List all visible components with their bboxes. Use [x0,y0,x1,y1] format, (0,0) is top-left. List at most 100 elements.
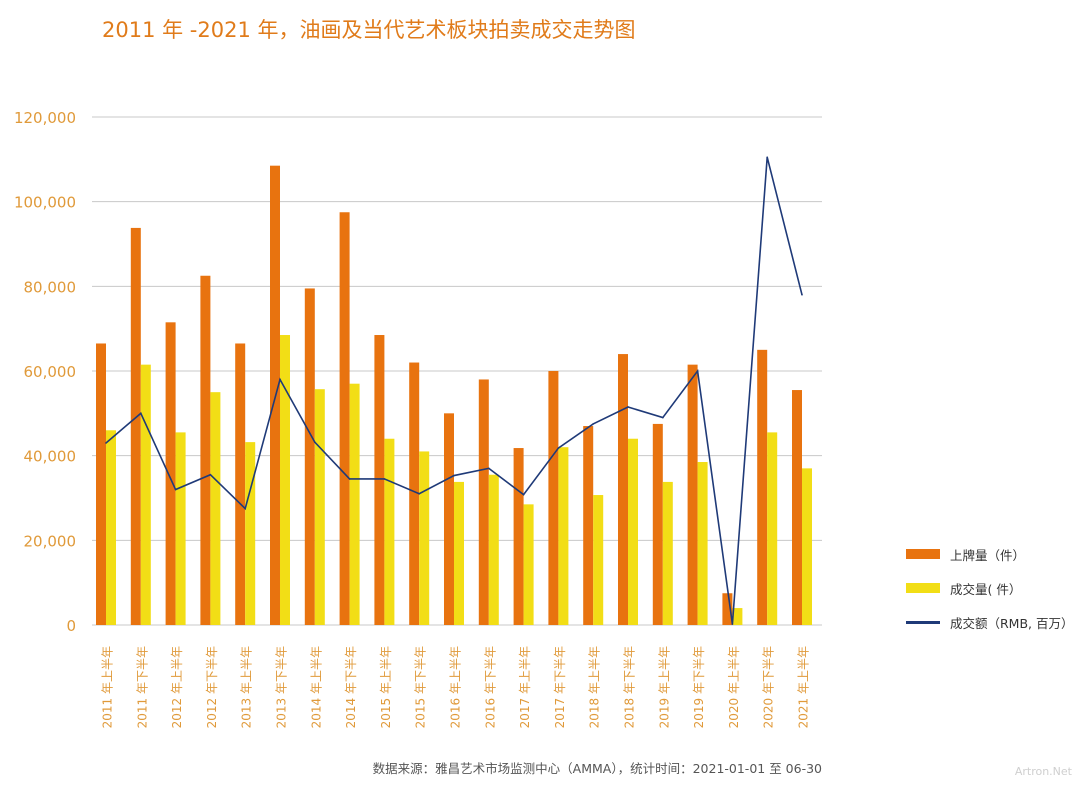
bar-listed [548,371,559,625]
turnover-point [627,406,629,408]
turnover-point [105,442,107,444]
bar-sold [558,447,569,625]
bar-sold [175,432,186,625]
bar-listed [96,343,106,625]
turnover-point [522,493,525,496]
x-axis: 2011 年上半年 2011 年下半年 2012 年上半年 2012 年下半年 2013… [101,646,811,728]
bar-sold [419,451,430,625]
bar-listed [130,227,141,625]
bar-listed [339,212,350,625]
turnover-point [418,492,421,495]
source-note: 数据来源：雅昌艺术市场监测中心（AMMA），统计时间：2021-01-01 至 … [372,761,822,776]
turnover-point [801,294,803,296]
bar-sold [314,389,325,625]
bar-listed [235,343,246,625]
x-tick-label: 2014 年下半年 [344,646,358,728]
turnover-point [244,507,246,510]
bar-sold [523,504,534,625]
bar-listed [200,275,211,625]
x-tick-label: 2012 年下半年 [205,646,219,728]
bar-listed [652,423,663,625]
turnover-point [696,370,699,372]
legend-label-listed: 上牌量（件） [950,547,1026,563]
bar-listed [513,448,524,625]
bar-layer [96,165,812,625]
bar-listed [165,322,176,625]
y-tick-label: 40,000 [24,448,77,466]
bar-listed [618,354,628,625]
legend-swatch-turnover [906,620,940,624]
line-layer [105,156,803,625]
chart-title: 2011 年 -2021 年，油画及当代艺术板块拍卖成交走势图 [102,18,636,42]
bar-sold [802,468,812,625]
y-tick-label: 100,000 [14,194,76,212]
turnover-point [383,478,386,480]
turnover-point [766,156,768,159]
y-tick-label: 20,000 [24,532,77,550]
bar-listed [409,362,420,625]
y-tick-label: 120,000 [14,109,76,127]
x-tick-label: 2018 年下半年 [623,646,637,728]
turnover-point [348,478,351,480]
x-tick-label: 2011 年下半年 [135,646,149,728]
x-tick-label: 2013 年下半年 [275,646,289,728]
turnover-point [592,423,594,425]
turnover-point [453,474,455,477]
x-tick-label: 2020 年下半年 [762,646,776,728]
bar-listed [792,390,802,625]
legend-label-sold: 成交量( 件） [950,581,1022,597]
x-tick-label: 2012 年上半年 [170,646,184,728]
turnover-point [279,378,281,381]
y-tick-label: 80,000 [24,278,77,296]
bar-listed [687,364,698,625]
bar-sold [628,438,638,625]
x-tick-label: 2011 年上半年 [101,646,115,728]
bar-sold [280,335,290,625]
x-tick-label: 2019 年下半年 [692,646,706,728]
y-tick-label: 0 [66,617,76,635]
x-tick-label: 2017 年下半年 [553,646,567,728]
legend-label-turnover: 成交额（RMB, 百万） [950,615,1074,631]
turnover-point [314,441,316,443]
turnover-point [209,473,212,476]
turnover-point [557,447,560,449]
x-tick-label: 2014 年上半年 [309,646,323,728]
bar-listed [478,379,489,625]
legend-swatch-listed [906,549,940,559]
turnover-point [174,488,177,491]
bar-sold [384,438,395,625]
x-tick-label: 2016 年下半年 [483,646,497,728]
x-tick-label: 2019 年上半年 [657,646,671,728]
bar-sold [140,364,151,625]
legend-item-sold: 成交量( 件） [906,571,1074,605]
x-tick-label: 2016 年上半年 [449,646,463,728]
watermark: Artron.Net [1014,765,1072,778]
bar-sold [593,495,604,625]
bar-sold [732,608,743,625]
turnover-point [488,467,490,470]
y-axis: 0 20,000 40,000 60,000 80,000 100,000 120,000 [14,109,76,635]
bar-sold [454,481,464,625]
bar-sold [349,383,360,625]
y-tick-label: 60,000 [24,363,77,381]
legend: 上牌量（件） 成交量( 件） 成交额（RMB, 百万） [906,537,1074,639]
legend-item-listed: 上牌量（件） [906,537,1074,571]
legend-item-turnover: 成交额（RMB, 百万） [906,605,1074,639]
x-tick-label: 2018 年上半年 [588,646,602,728]
x-tick-label: 2015 年下半年 [414,646,428,728]
bar-sold [106,430,116,625]
bar-sold [488,474,499,625]
bar-sold [697,462,708,625]
x-tick-label: 2021 年上半年 [797,646,811,728]
bar-listed [722,593,733,625]
legend-swatch-sold [906,583,940,593]
bar-listed [374,335,385,625]
x-tick-label: 2017 年上半年 [518,646,532,728]
bar-listed [304,288,315,625]
bar-listed [444,413,454,625]
turnover-point [140,412,142,415]
bar-sold [210,392,221,625]
x-tick-label: 2020 年上半年 [727,646,741,728]
bar-sold [662,481,673,625]
